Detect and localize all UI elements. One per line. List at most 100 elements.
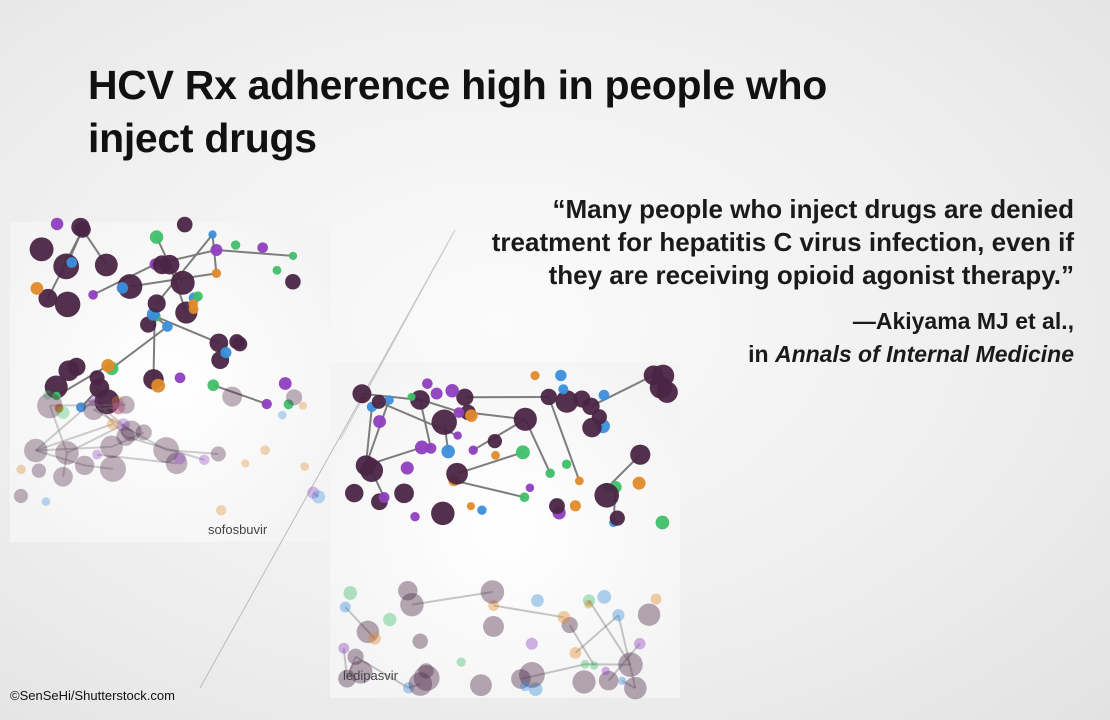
atom bbox=[99, 455, 126, 482]
atom bbox=[598, 670, 619, 691]
atom bbox=[298, 401, 307, 410]
atom bbox=[368, 632, 381, 645]
atom bbox=[430, 387, 443, 400]
bond bbox=[35, 423, 113, 452]
bond bbox=[92, 400, 124, 426]
atom bbox=[111, 400, 126, 414]
atom bbox=[545, 468, 555, 478]
atom bbox=[55, 441, 79, 465]
atom bbox=[531, 594, 544, 607]
atom bbox=[573, 390, 591, 408]
atom bbox=[222, 386, 243, 407]
atom bbox=[431, 501, 455, 526]
atom bbox=[465, 409, 478, 422]
atom bbox=[378, 492, 390, 503]
atom bbox=[54, 291, 81, 318]
atom bbox=[120, 420, 142, 442]
atom bbox=[210, 446, 226, 462]
atom bbox=[569, 647, 582, 659]
bond bbox=[125, 435, 205, 461]
atom bbox=[356, 620, 380, 644]
atom bbox=[176, 216, 193, 233]
atom bbox=[174, 372, 186, 384]
atom bbox=[582, 594, 596, 607]
bond bbox=[66, 423, 124, 454]
atom bbox=[94, 389, 120, 415]
atom bbox=[283, 399, 294, 410]
atom bbox=[338, 642, 350, 654]
atom bbox=[285, 389, 303, 406]
atom bbox=[116, 395, 135, 414]
bond bbox=[166, 449, 219, 455]
connector bbox=[199, 229, 456, 689]
atom bbox=[598, 389, 610, 401]
atom bbox=[422, 378, 433, 389]
atom bbox=[528, 682, 543, 697]
quote-line: treatment for hepatitis C virus infectio… bbox=[491, 227, 1074, 257]
bond bbox=[154, 315, 220, 344]
atom bbox=[557, 610, 571, 624]
bond bbox=[355, 655, 410, 689]
atom bbox=[466, 502, 475, 511]
atom bbox=[445, 383, 459, 398]
atom bbox=[558, 384, 569, 395]
bond bbox=[92, 400, 127, 438]
bond bbox=[111, 325, 169, 370]
atom bbox=[261, 398, 272, 410]
atom bbox=[272, 265, 282, 275]
atom bbox=[412, 633, 428, 649]
atom bbox=[371, 394, 386, 409]
atom bbox=[632, 476, 646, 490]
atom bbox=[38, 288, 58, 308]
atom bbox=[530, 370, 540, 381]
atom bbox=[260, 445, 270, 456]
atom bbox=[43, 390, 53, 400]
atom bbox=[106, 418, 119, 430]
atom bbox=[307, 486, 320, 499]
bond bbox=[574, 614, 620, 654]
atom bbox=[111, 395, 124, 408]
atom bbox=[116, 427, 135, 446]
quote-line: they are receiving opioid agonist therap… bbox=[548, 260, 1074, 290]
atom bbox=[525, 637, 538, 650]
atom bbox=[513, 407, 537, 431]
atom bbox=[339, 601, 351, 613]
atom bbox=[618, 652, 643, 677]
atom bbox=[53, 466, 73, 487]
bond bbox=[344, 606, 376, 640]
atom bbox=[400, 592, 424, 617]
atom bbox=[555, 390, 579, 413]
bond bbox=[411, 590, 493, 606]
atom bbox=[173, 452, 186, 465]
atom bbox=[519, 681, 531, 692]
atom bbox=[630, 444, 651, 465]
atom bbox=[151, 378, 166, 393]
bond bbox=[84, 464, 114, 470]
title: inject drugs bbox=[88, 115, 317, 161]
atom bbox=[56, 406, 70, 419]
atom bbox=[561, 616, 578, 634]
bond bbox=[312, 491, 320, 498]
atom bbox=[569, 500, 581, 512]
atom bbox=[650, 593, 662, 605]
atom bbox=[511, 669, 531, 689]
atom bbox=[30, 281, 44, 295]
atom bbox=[311, 490, 326, 504]
atom bbox=[116, 282, 129, 294]
atom bbox=[210, 244, 223, 256]
atom bbox=[74, 455, 95, 476]
atom bbox=[413, 665, 440, 691]
atom bbox=[41, 497, 51, 506]
atom bbox=[278, 377, 292, 390]
atom bbox=[540, 388, 557, 406]
atom bbox=[400, 461, 414, 475]
atom bbox=[13, 488, 28, 504]
atom bbox=[468, 445, 478, 455]
atom bbox=[488, 600, 500, 611]
atom bbox=[515, 445, 530, 460]
atom bbox=[343, 586, 358, 600]
atom bbox=[29, 237, 54, 262]
bond bbox=[48, 405, 68, 454]
bond bbox=[216, 249, 294, 257]
bond bbox=[62, 452, 68, 477]
